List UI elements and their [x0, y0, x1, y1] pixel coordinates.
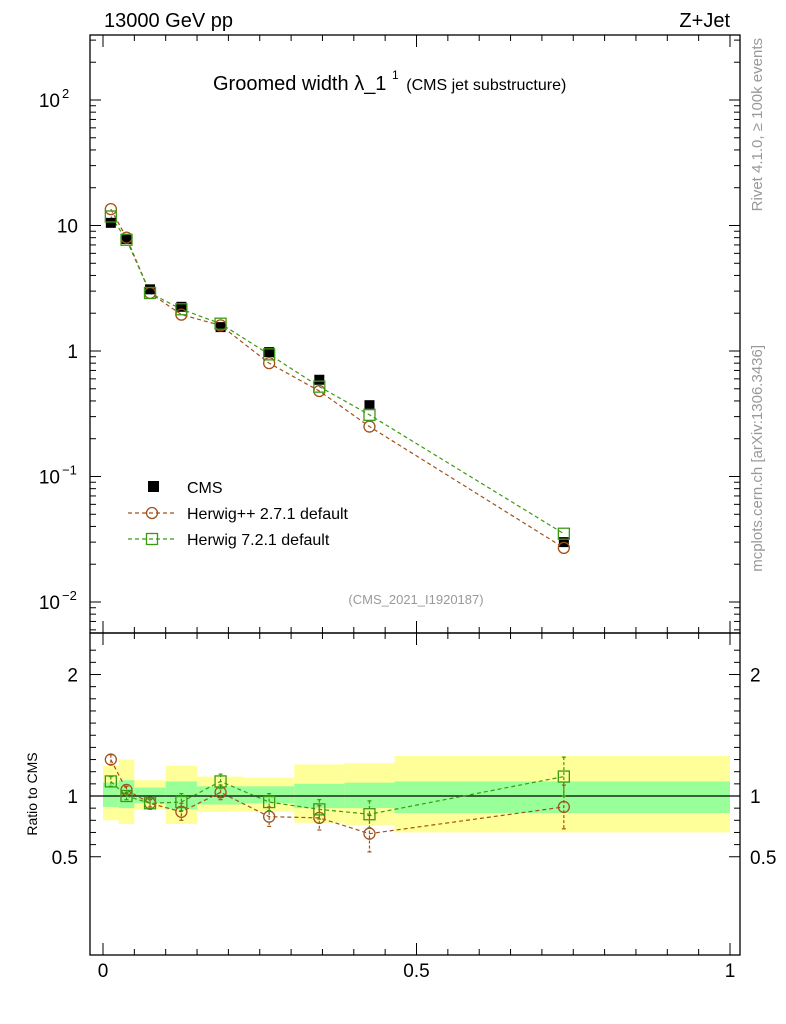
ratio-ytick-label-left-1: 1	[67, 787, 78, 808]
herwig7-point-4	[214, 317, 227, 330]
ratio-herwig7-point-6	[313, 803, 326, 816]
cms-point-2	[145, 284, 156, 295]
main-ytick-exp-1: −1	[62, 463, 77, 478]
cms-point-4	[215, 322, 226, 333]
title-paren: (CMS jet substructure)	[406, 77, 566, 94]
legend-herwigpp-label: Herwig++ 2.7.1 default	[187, 506, 349, 523]
legend-cms-marker	[148, 481, 159, 492]
ratio-herwigpp-point-8	[557, 800, 570, 814]
herwigpp-line	[110, 208, 565, 549]
main-ytick-label-2: 1	[67, 342, 78, 363]
cms-point-0	[105, 217, 116, 228]
main-ytick-label-0: 10	[39, 593, 60, 614]
title-superscript: 1	[392, 68, 399, 82]
legend-cms-label: CMS	[187, 480, 223, 497]
herwig7-point-3	[175, 303, 188, 316]
ratio-herwigpp-point-0	[104, 753, 117, 766]
cms-point-1	[121, 234, 132, 245]
ratio-ylabel: Ratio to CMS	[24, 752, 40, 835]
ratio-ytick-label-right-2: 2	[750, 666, 761, 687]
ratio-plot-frame	[89, 632, 741, 956]
ratio-herwig7-point-3	[175, 795, 188, 809]
ratio-herwig7-point-1	[120, 789, 133, 803]
process-label: Z+Jet	[679, 10, 730, 32]
legend-herwigpp-marker	[145, 506, 159, 520]
herwig7-point-7	[363, 408, 376, 421]
ratio-herwig7-point-5	[263, 795, 276, 809]
green-band-0	[103, 782, 119, 807]
herwig7-point-6	[313, 380, 326, 393]
main-ytick-exp-4: 2	[62, 86, 69, 101]
herwig7-line	[110, 216, 565, 535]
legend-herwig7-marker	[145, 532, 159, 546]
plot-title: Groomed width λ_1 1 (CMS jet substructur…	[213, 62, 566, 95]
main-series-layer	[104, 202, 570, 555]
title-main: Groomed width	[213, 73, 349, 95]
ratio-herwig7-point-0	[104, 775, 117, 788]
ratio-herwig7-point-4	[214, 775, 227, 788]
main-ytick-label-1: 10	[39, 468, 60, 489]
energy-label: 13000 GeV pp	[104, 10, 233, 32]
ratio-line-0	[110, 759, 564, 835]
green-band-7	[344, 782, 395, 809]
green-band-8	[394, 781, 730, 814]
herwigpp-point-8	[557, 541, 570, 555]
cms-point-5	[264, 347, 275, 358]
title-lambda: λ_1	[354, 73, 386, 95]
herwig7-point-2	[143, 286, 157, 300]
herwig7-point-1	[120, 233, 133, 246]
ratio-ytick-label-left-0: 0.5	[52, 848, 78, 869]
analysis-id: (CMS_2021_I1920187)	[348, 592, 483, 607]
legend: CMS Herwig++ 2.7.1 default Herwig 7.2.1 …	[128, 480, 349, 549]
ratio-series-layer	[104, 753, 570, 853]
main-ytick-exp-0: −2	[62, 588, 77, 603]
main-ytick-label-4: 10	[39, 91, 60, 112]
herwig7-point-0	[104, 210, 117, 223]
xtick-label-2: 1	[725, 961, 736, 982]
cms-point-3	[176, 301, 187, 312]
herwigpp-point-7	[363, 420, 376, 433]
ratio-ytick-label-right-1: 1	[750, 787, 761, 808]
cms-point-6	[314, 374, 325, 385]
xtick-label-0: 0	[98, 961, 109, 982]
ratio-herwig7-point-8	[557, 770, 570, 783]
ratio-herwig7-point-7	[363, 808, 376, 821]
legend-herwig7-label: Herwig 7.2.1 default	[187, 532, 330, 549]
ratio-ytick-label-left-2: 2	[67, 666, 78, 687]
xtick-label-1: 0.5	[403, 961, 429, 982]
herwig7-point-5	[263, 348, 276, 361]
herwigpp-point-5	[263, 357, 276, 370]
ratio-ytick-label-right-0: 0.5	[750, 848, 776, 869]
rivet-label: Rivet 4.1.0, ≥ 100k events	[749, 38, 766, 211]
herwig7-point-8	[557, 527, 570, 540]
main-ytick-label-3: 10	[57, 217, 78, 238]
cms-point-7	[364, 400, 375, 411]
mcplots-label: mcplots.cern.ch [arXiv:1306.3436]	[749, 345, 766, 572]
ratio-uncertainty-bands	[90, 755, 740, 833]
ratio-herwig7-point-2	[143, 797, 157, 810]
herwigpp-point-0	[104, 202, 117, 216]
